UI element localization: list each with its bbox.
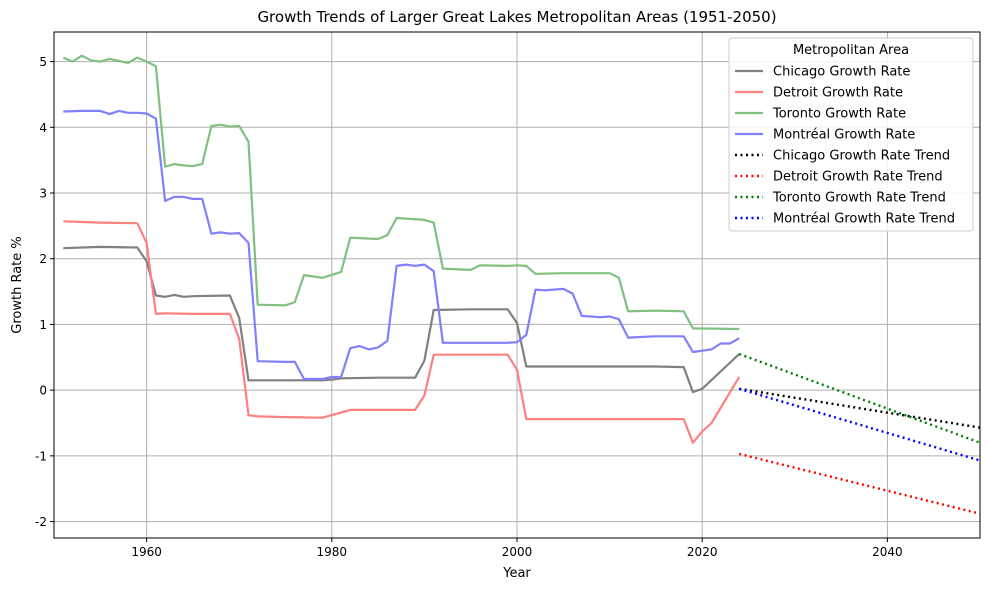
montreal-growth-rate-line — [63, 109, 740, 381]
y-tick-label: -1 — [35, 449, 47, 463]
y-tick-label: 3 — [39, 187, 47, 201]
y-axis-label: Growth Rate % — [10, 236, 25, 333]
legend-label: Montréal Growth Rate Trend — [773, 212, 955, 227]
legend-title: Metropolitan Area — [793, 43, 909, 58]
x-tick-label: 2000 — [502, 545, 533, 559]
y-tick-label: 2 — [39, 252, 47, 266]
detroit-growth-rate-trend-line — [738, 452, 981, 515]
x-tick-label: 2020 — [687, 545, 718, 559]
toronto-growth-rate-trend-line — [738, 352, 981, 444]
chicago-growth-rate-line — [63, 245, 740, 394]
legend-label: Chicago Growth Rate — [773, 65, 910, 80]
legend-items: Chicago Growth Rate Detroit Growth Rate To… — [735, 65, 955, 227]
x-tick-label: 2040 — [872, 545, 903, 559]
y-tick-label: 0 — [39, 384, 47, 398]
x-tick-label: 1960 — [131, 545, 162, 559]
chicago-growth-rate-trend-line — [739, 387, 981, 429]
legend: Metropolitan Area Chicago Growth Rate Det… — [728, 37, 974, 232]
x-tick-label: 1980 — [317, 545, 348, 559]
y-tick-label: 4 — [39, 121, 47, 135]
legend-box — [728, 37, 974, 232]
x-axis-label: Year — [502, 566, 531, 581]
toronto-growth-rate-line — [62, 54, 740, 331]
montreal-growth-rate-trend-line — [738, 387, 981, 462]
plot-frame — [53, 31, 981, 539]
grid-lines — [54, 32, 980, 538]
legend-label: Detroit Growth Rate — [773, 86, 903, 101]
y-tick-label: 1 — [39, 318, 47, 332]
data-lines — [62, 54, 981, 515]
detroit-growth-rate-line — [63, 220, 741, 444]
y-tick-label: 5 — [39, 55, 47, 69]
legend-label: Montréal Growth Rate — [773, 128, 915, 143]
y-tick-label: -2 — [35, 515, 47, 529]
x-axis-ticks: 1960 1980 2000 2020 2040 — [131, 538, 903, 559]
legend-label: Detroit Growth Rate Trend — [773, 170, 943, 185]
legend-label: Toronto Growth Rate — [772, 107, 906, 122]
chart-title: Growth Trends of Larger Great Lakes Metr… — [257, 8, 776, 26]
y-axis-ticks: -2 -1 0 1 2 3 4 5 — [35, 55, 54, 529]
legend-label: Chicago Growth Rate Trend — [773, 149, 950, 164]
legend-label: Toronto Growth Rate Trend — [772, 191, 946, 206]
